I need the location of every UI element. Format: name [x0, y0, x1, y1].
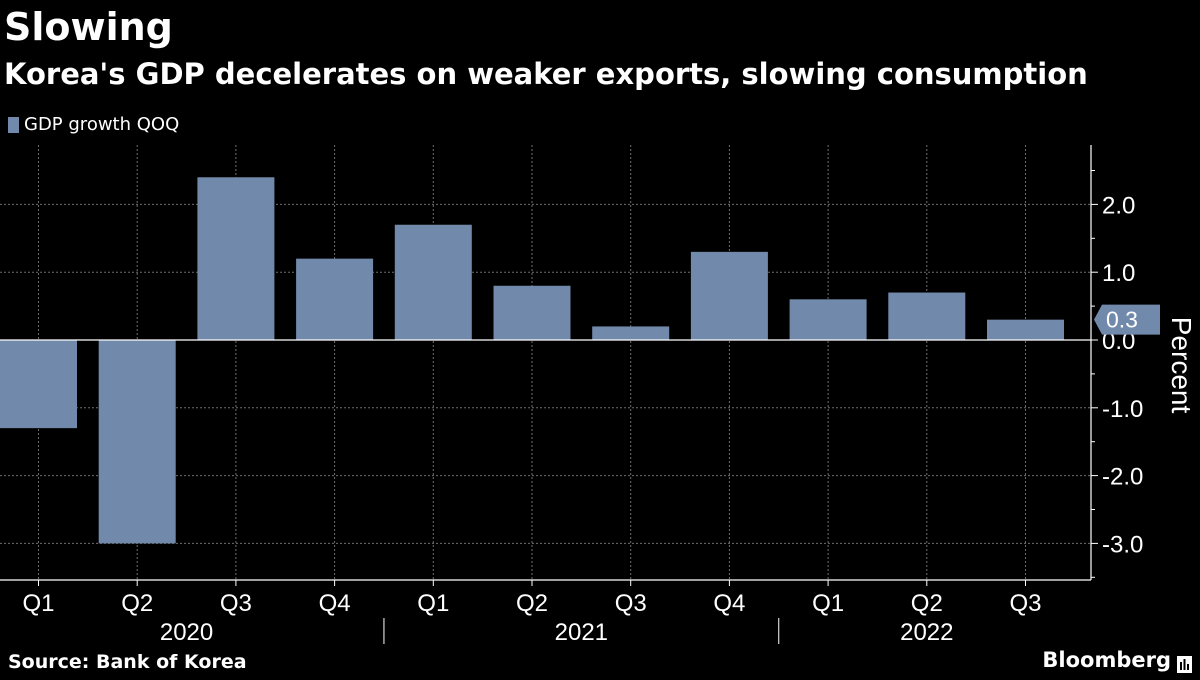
- year-label: 2022: [900, 619, 953, 646]
- x-tick-label: Q2: [516, 590, 548, 617]
- x-tick-label: Q2: [121, 590, 153, 617]
- bar: [197, 177, 275, 340]
- x-tick-label: Q4: [319, 590, 351, 617]
- y-axis-title: Percent: [1166, 317, 1197, 414]
- legend: GDP growth QOQ: [8, 112, 179, 138]
- bar: [394, 224, 472, 340]
- x-tick-label: Q1: [22, 590, 54, 617]
- bar: [888, 292, 966, 340]
- chart-subtitle: Korea's GDP decelerates on weaker export…: [4, 57, 1088, 91]
- y-tick-label: 1.0: [1102, 260, 1135, 287]
- bar: [493, 285, 571, 340]
- bar: [592, 326, 670, 340]
- legend-swatch: [8, 117, 19, 133]
- bloomberg-logo: Bloomberg: [1042, 646, 1192, 674]
- bar: [0, 340, 77, 429]
- x-tick-label: Q3: [1009, 590, 1041, 617]
- bar: [296, 258, 374, 340]
- last-value-marker: [1094, 304, 1160, 335]
- bar: [987, 319, 1064, 340]
- x-tick-label: Q3: [220, 590, 252, 617]
- x-tick-label: Q3: [615, 590, 647, 617]
- x-tick-label: Q1: [812, 590, 844, 617]
- last-value-label: 0.3: [1106, 307, 1138, 333]
- legend-label: GDP growth QOQ: [24, 114, 180, 135]
- year-label: 2020: [160, 619, 213, 646]
- bar: [789, 299, 867, 340]
- y-tick-label: 2.0: [1102, 192, 1135, 219]
- bloomberg-terminal-icon: [1177, 652, 1192, 673]
- bar: [98, 340, 176, 544]
- bar: [690, 251, 768, 340]
- y-tick-label: -2.0: [1102, 464, 1143, 491]
- brand-name: Bloomberg: [1042, 648, 1171, 672]
- chart-title: Slowing: [4, 5, 173, 49]
- x-tick-label: Q2: [911, 590, 943, 617]
- source-note: Source: Bank of Korea: [8, 651, 247, 673]
- y-tick-label: -3.0: [1102, 531, 1143, 558]
- year-label: 2021: [555, 619, 608, 646]
- x-tick-label: Q4: [713, 590, 745, 617]
- x-tick-label: Q1: [417, 590, 449, 617]
- y-tick-label: -1.0: [1102, 396, 1143, 423]
